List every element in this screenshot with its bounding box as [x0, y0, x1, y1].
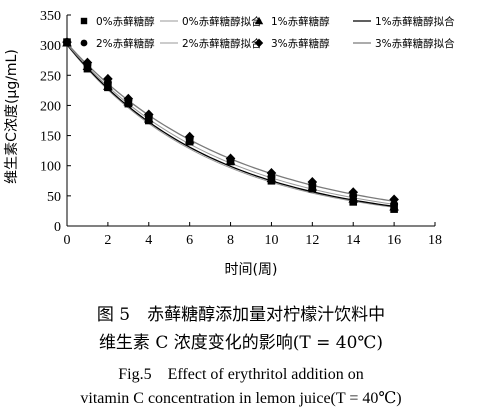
x-tick-label: 2 [104, 233, 111, 248]
data-point-s3-9 [348, 187, 359, 198]
fit-curve-0 [66, 44, 395, 208]
data-point-s3-1 [82, 57, 93, 68]
fit-curve-2 [66, 43, 395, 205]
caption-cn-line1: 图 5 赤藓糖醇添加量对柠檬汁饮料中 [96, 305, 386, 325]
legend-fit-label-3: 3%赤藓糖醇拟合 [375, 37, 455, 50]
data-point-s3-6 [225, 153, 236, 164]
y-tick-label: 50 [47, 190, 61, 205]
legend-marker-0 [80, 17, 88, 25]
y-tick-label: 150 [40, 130, 61, 145]
x-tick-label: 0 [64, 233, 71, 248]
data-point-s3-7 [266, 167, 277, 178]
x-tick-label: 4 [145, 233, 152, 248]
y-tick-label: 200 [40, 99, 61, 114]
y-tick-label: 350 [40, 9, 61, 24]
chart: 0 2 4 6 8 10 12 14 16 18 0 50 100 150 200 250 300 350 0%赤… [4, 9, 455, 278]
legend-fit-label-1: 1%赤藓糖醇拟合 [375, 15, 455, 28]
legend-label-2: 2%赤藓糖醇 [96, 37, 155, 50]
y-tick-label: 0 [54, 220, 61, 235]
x-tick-label: 10 [264, 233, 278, 248]
x-tick-label: 8 [227, 233, 234, 248]
data-point-s3-0 [62, 37, 72, 48]
legend-label-1: 1%赤藓糖醇 [271, 15, 330, 28]
y-tick-label: 100 [40, 160, 61, 175]
x-tick-label: 16 [387, 233, 401, 248]
chart-axes: 0 2 4 6 8 10 12 14 16 18 0 50 100 150 200 250 300 350 [40, 9, 442, 248]
fit-curve-3 [66, 42, 395, 202]
data-point-s3-8 [307, 176, 318, 187]
x-tick-label: 6 [186, 233, 193, 248]
legend-marker-2 [80, 39, 88, 47]
legend-fit-label-2: 2%赤藓糖醇拟合 [182, 37, 262, 50]
data-point-s3-3 [123, 93, 134, 104]
fit-curve-1 [66, 44, 395, 208]
data-point-s3-10 [389, 194, 399, 205]
x-tick-label: 14 [346, 233, 360, 248]
legend: 0%赤藓糖醇 0%赤藓糖醇拟合 1%赤藓糖醇 1%赤藓糖醇拟合 2%赤藓糖醇 2%赤藓糖醇… [80, 15, 455, 50]
caption-cn-line2: 维生素 C 浓度变化的影响(T = 40℃) [98, 333, 384, 353]
caption-en-line2: vitamin C concentration in lemon juice(T… [80, 390, 402, 407]
data-point-s3-2 [103, 73, 113, 84]
y-tick-label: 300 [40, 39, 61, 54]
data-point-s3-4 [143, 109, 154, 120]
x-tick-label: 12 [305, 233, 319, 248]
data-point-s3-5 [184, 131, 195, 142]
fit-curves [66, 42, 395, 208]
y-tick-label: 250 [40, 69, 61, 84]
caption-en-line1: Fig.5 Effect of erythritol addition on [118, 366, 364, 383]
legend-label-0: 0%赤藓糖醇 [96, 15, 155, 28]
x-tick-label: 18 [428, 233, 442, 248]
data-points [62, 37, 399, 213]
legend-fit-label-0: 0%赤藓糖醇拟合 [182, 15, 262, 28]
x-axis-label: 时间(周) [225, 262, 278, 278]
legend-marker-3 [254, 38, 264, 48]
legend-marker-1 [254, 16, 264, 25]
y-axis-label: 维生素C浓度(μg/mL) [4, 49, 20, 184]
legend-label-3: 3%赤藓糖醇 [271, 37, 330, 50]
